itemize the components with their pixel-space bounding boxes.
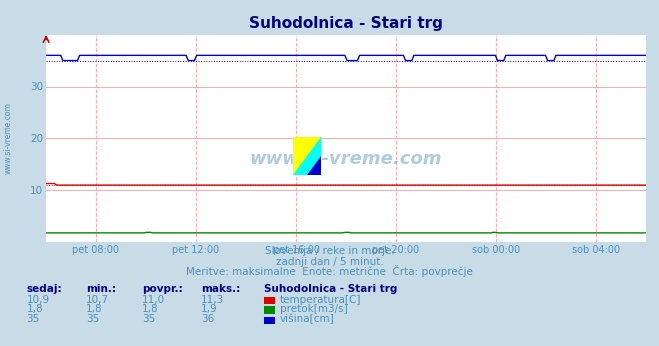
Text: 36: 36 xyxy=(201,315,214,325)
Text: 1,8: 1,8 xyxy=(26,304,43,314)
Text: 10,9: 10,9 xyxy=(26,295,49,305)
Text: www.si-vreme.com: www.si-vreme.com xyxy=(3,102,13,174)
Text: Suhodolnica - Stari trg: Suhodolnica - Stari trg xyxy=(264,284,397,294)
Text: 1,9: 1,9 xyxy=(201,304,217,314)
Text: Slovenija / reke in morje.: Slovenija / reke in morje. xyxy=(264,246,395,256)
Text: maks.:: maks.: xyxy=(201,284,241,294)
Text: 1,8: 1,8 xyxy=(86,304,102,314)
Text: 35: 35 xyxy=(86,315,99,325)
Text: temperatura[C]: temperatura[C] xyxy=(280,295,362,305)
Text: min.:: min.: xyxy=(86,284,116,294)
Text: povpr.:: povpr.: xyxy=(142,284,183,294)
Title: Suhodolnica - Stari trg: Suhodolnica - Stari trg xyxy=(249,16,443,31)
Text: višina[cm]: višina[cm] xyxy=(280,314,335,325)
Text: Meritve: maksimalne  Enote: metrične  Črta: povprečje: Meritve: maksimalne Enote: metrične Črta… xyxy=(186,265,473,277)
Text: 1,8: 1,8 xyxy=(142,304,158,314)
Text: 35: 35 xyxy=(142,315,155,325)
Text: zadnji dan / 5 minut.: zadnji dan / 5 minut. xyxy=(275,257,384,267)
Polygon shape xyxy=(307,156,321,175)
Polygon shape xyxy=(293,137,321,175)
Text: www.si-vreme.com: www.si-vreme.com xyxy=(250,150,442,168)
Text: pretok[m3/s]: pretok[m3/s] xyxy=(280,304,348,314)
Polygon shape xyxy=(293,137,321,175)
Text: sedaj:: sedaj: xyxy=(26,284,62,294)
Text: 35: 35 xyxy=(26,315,40,325)
Text: 11,3: 11,3 xyxy=(201,295,224,305)
Text: 10,7: 10,7 xyxy=(86,295,109,305)
Text: 11,0: 11,0 xyxy=(142,295,165,305)
